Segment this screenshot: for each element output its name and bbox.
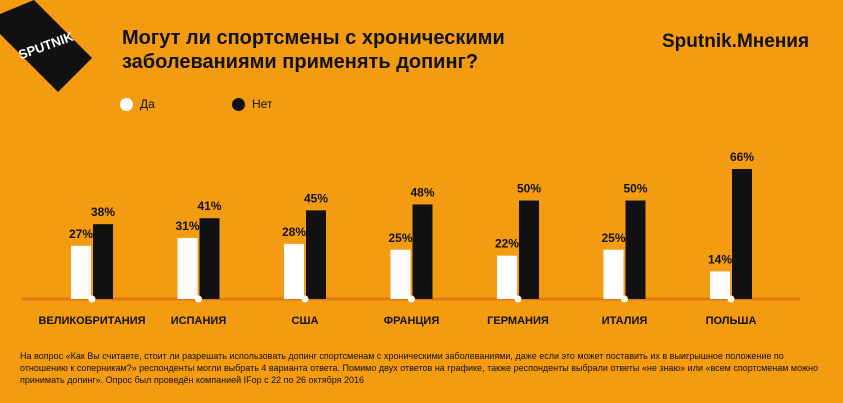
bar-yes: [71, 245, 91, 299]
bar-value-label: 28%: [282, 225, 306, 239]
bar-value-label: 14%: [708, 252, 732, 266]
bar-yes: [177, 237, 198, 299]
x-tick-label: ИСПАНИЯ: [171, 315, 227, 327]
legend-item-no: Нет: [232, 97, 272, 111]
category-marker: [195, 295, 202, 303]
bar-no: [412, 204, 433, 299]
bar-value-label: 22%: [495, 237, 519, 251]
bar-value-label: 45%: [304, 191, 328, 205]
bar-value-label: 48%: [410, 185, 434, 199]
x-tick-label: США: [292, 315, 319, 327]
bar-value-label: 66%: [730, 150, 754, 164]
category-marker: [88, 295, 96, 303]
bar-yes: [390, 249, 411, 299]
bar-no: [732, 169, 752, 299]
bar-value-label: 25%: [601, 231, 625, 245]
bar-yes: [710, 271, 730, 299]
bar-yes: [284, 243, 304, 299]
x-tick-label: ФРАНЦИЯ: [384, 315, 440, 327]
bar-value-label: 31%: [175, 219, 199, 233]
legend-item-yes: Да: [120, 97, 155, 111]
bar-value-label: 50%: [623, 182, 647, 196]
bar-value-label: 41%: [197, 199, 221, 213]
footnote: На вопрос «Как Вы считаете, стоит ли раз…: [20, 351, 819, 385]
brand-label: Sputnik.Мнения: [662, 31, 810, 52]
legend-label-yes: Да: [140, 97, 155, 111]
category-marker: [514, 295, 522, 303]
bar-yes: [603, 249, 624, 299]
x-tick-label: ГЕРМАНИЯ: [487, 315, 549, 327]
legend-label-no: Нет: [252, 97, 273, 111]
bar-no: [93, 224, 113, 299]
category-marker: [621, 295, 628, 303]
bar-value-label: 38%: [91, 205, 115, 219]
bar-yes: [497, 255, 517, 299]
category-marker: [727, 295, 735, 303]
bar-value-label: 27%: [69, 227, 93, 241]
bar-no: [625, 200, 646, 299]
legend-swatch-yes: [120, 97, 133, 111]
legend-swatch-no: [232, 97, 245, 111]
x-tick-label: ИТАЛИЯ: [602, 315, 648, 327]
bar-chart: 27% 38% ВЕЛИКОБРИТАНИЯ 31% 41% ИСПАНИЯ 28% 45% С…: [22, 150, 800, 327]
bar-no: [306, 210, 326, 299]
category-marker: [301, 295, 309, 303]
sputnik-logo: SPUTNIK: [0, 0, 92, 92]
bar-value-label: 25%: [388, 231, 412, 245]
category-marker: [408, 295, 415, 303]
bar-no: [519, 200, 539, 299]
bar-no: [199, 218, 220, 299]
x-tick-label: ВЕЛИКОБРИТАНИЯ: [38, 315, 145, 327]
chart-title: Могут ли спортсмены с хроническими забол…: [122, 27, 505, 73]
x-tick-label: ПОЛЬША: [706, 315, 757, 327]
bar-value-label: 50%: [517, 182, 541, 196]
